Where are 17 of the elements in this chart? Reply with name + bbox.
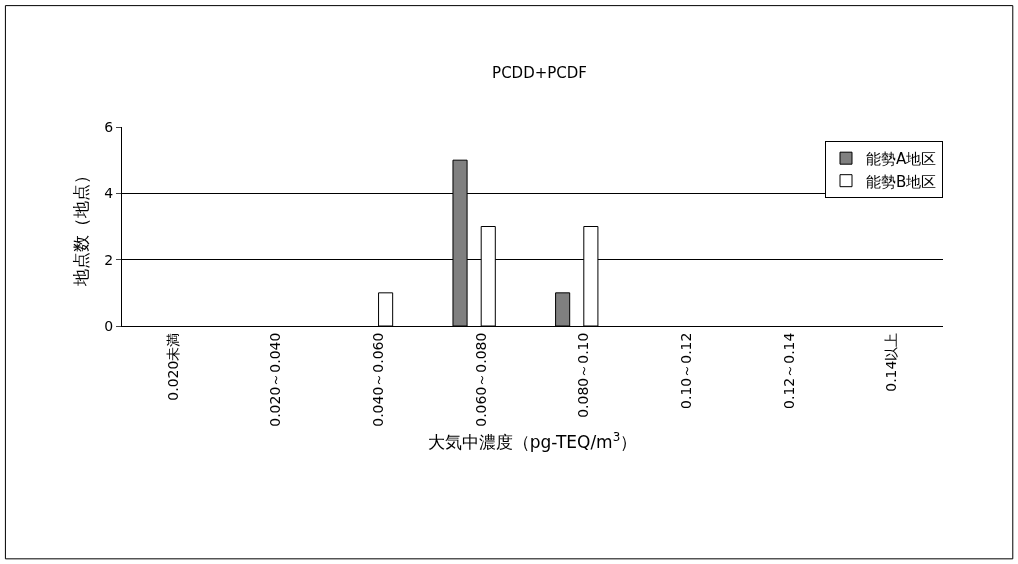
- x-tick-label: 0.10～0.12: [677, 332, 694, 409]
- y-tick-label: 6: [104, 118, 114, 135]
- y-axis-title: 地点数（地点）: [70, 167, 91, 287]
- chart-title: PCDD+PCDF: [492, 64, 587, 83]
- x-tick-label: 0.12～0.14: [780, 332, 797, 409]
- y-tick-label: 0: [104, 317, 114, 334]
- y-tick-label: 2: [104, 251, 114, 268]
- x-tick-label: 0.020～0.040: [267, 332, 284, 427]
- x-axis-title: 大気中濃度（pg-TEQ/m$^{3}$）: [427, 430, 638, 453]
- x-tick-label: 0.060～0.080: [472, 332, 489, 427]
- legend-label: 能勢B地区: [866, 172, 937, 191]
- x-tick-label: 0.040～0.060: [370, 332, 387, 427]
- x-tick-label: 0.080～0.10: [575, 332, 592, 418]
- x-tick-label: 0.020未満: [164, 332, 181, 401]
- legend-label: 能勢A地区: [866, 150, 937, 169]
- x-tick-label: 0.14以上: [883, 332, 900, 392]
- y-tick-label: 4: [104, 185, 114, 202]
